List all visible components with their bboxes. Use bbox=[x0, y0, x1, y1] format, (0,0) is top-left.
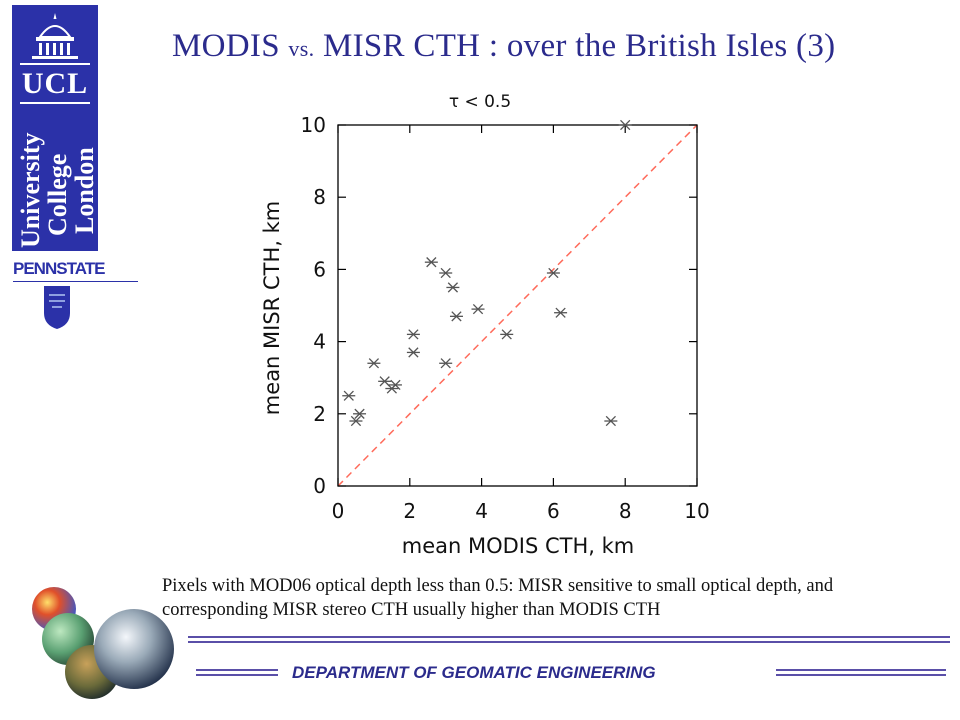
data-point bbox=[349, 415, 363, 427]
data-point bbox=[604, 415, 618, 427]
y-tick-label: 10 bbox=[301, 113, 326, 137]
slide-caption: Pixels with MOD06 optical depth less tha… bbox=[162, 576, 834, 620]
data-point bbox=[439, 358, 453, 369]
data-points bbox=[342, 119, 632, 427]
y-tick-label: 4 bbox=[313, 330, 326, 354]
data-point bbox=[388, 379, 402, 391]
x-tick-label: 6 bbox=[547, 499, 560, 523]
y-tick-label: 2 bbox=[313, 402, 326, 426]
data-point bbox=[500, 329, 514, 340]
ucl-word-college: College bbox=[43, 153, 72, 236]
title-vs: vs. bbox=[288, 36, 315, 61]
data-point bbox=[342, 390, 356, 401]
data-point bbox=[449, 311, 463, 322]
slide-title: MODIS vs. MISR CTH : over the British Is… bbox=[172, 28, 835, 65]
data-point bbox=[546, 267, 560, 279]
title-part-misr: MISR CTH : over the British Isles (3) bbox=[322, 28, 836, 64]
ucl-dome-icon bbox=[32, 13, 78, 59]
y-axis-ticks: 0 2 4 6 8 10 bbox=[301, 113, 697, 498]
y-axis-label: mean MISR CTH, km bbox=[260, 201, 284, 415]
footer-right-line-1 bbox=[776, 669, 946, 671]
y-tick-label: 6 bbox=[313, 257, 326, 281]
x-axis-ticks: 0 2 4 6 8 10 bbox=[332, 125, 710, 523]
data-point bbox=[446, 282, 460, 293]
x-tick-label: 8 bbox=[619, 499, 632, 523]
ucl-logo: UCL University College London bbox=[12, 5, 99, 251]
caption-divider-line-2 bbox=[188, 641, 950, 643]
footer-right-line-2 bbox=[776, 674, 946, 676]
pennstate-shield-icon bbox=[44, 286, 70, 329]
x-axis-label: mean MODIS CTH, km bbox=[402, 534, 635, 558]
data-point bbox=[406, 329, 420, 340]
pennstate-logo-text: PENNSTATE bbox=[13, 259, 105, 278]
ucl-rule-top bbox=[20, 63, 90, 65]
x-tick-label: 2 bbox=[403, 499, 416, 523]
y-tick-label: 8 bbox=[313, 185, 326, 209]
data-point bbox=[406, 347, 420, 358]
footer-left-line-1 bbox=[196, 669, 278, 671]
earth-globes-image bbox=[32, 587, 174, 699]
ucl-abbreviation: UCL bbox=[21, 67, 89, 100]
data-point bbox=[353, 408, 367, 419]
x-tick-label: 10 bbox=[684, 499, 709, 523]
footer-left-line-2 bbox=[196, 674, 278, 676]
data-point bbox=[471, 303, 485, 315]
scatter-chart: τ < 0.5 0 2 4 6 8 10 0 2 4 6 8 10 mean MODIS CTH, … bbox=[260, 92, 710, 558]
pennstate-divider bbox=[13, 281, 138, 282]
x-tick-label: 0 bbox=[332, 499, 345, 523]
data-point bbox=[424, 257, 438, 268]
data-point bbox=[439, 267, 453, 279]
ucl-rule-bottom bbox=[20, 102, 90, 104]
data-point bbox=[554, 307, 568, 318]
ucl-word-london: London bbox=[70, 147, 99, 234]
chart-title: τ < 0.5 bbox=[449, 92, 511, 112]
department-footer: DEPARTMENT OF GEOMATIC ENGINEERING bbox=[292, 663, 656, 682]
plot-frame bbox=[337, 124, 698, 487]
ucl-full-name: University College London bbox=[12, 106, 99, 248]
x-tick-label: 4 bbox=[475, 499, 488, 523]
data-point bbox=[618, 119, 632, 131]
one-to-one-reference-line bbox=[337, 124, 698, 487]
data-point bbox=[367, 358, 381, 369]
title-part-modis: MODIS bbox=[172, 28, 280, 64]
y-tick-label: 0 bbox=[313, 474, 326, 498]
caption-divider-line-1 bbox=[188, 636, 950, 638]
ucl-word-university: University bbox=[16, 132, 45, 248]
globe-clouds-icon bbox=[94, 609, 174, 689]
